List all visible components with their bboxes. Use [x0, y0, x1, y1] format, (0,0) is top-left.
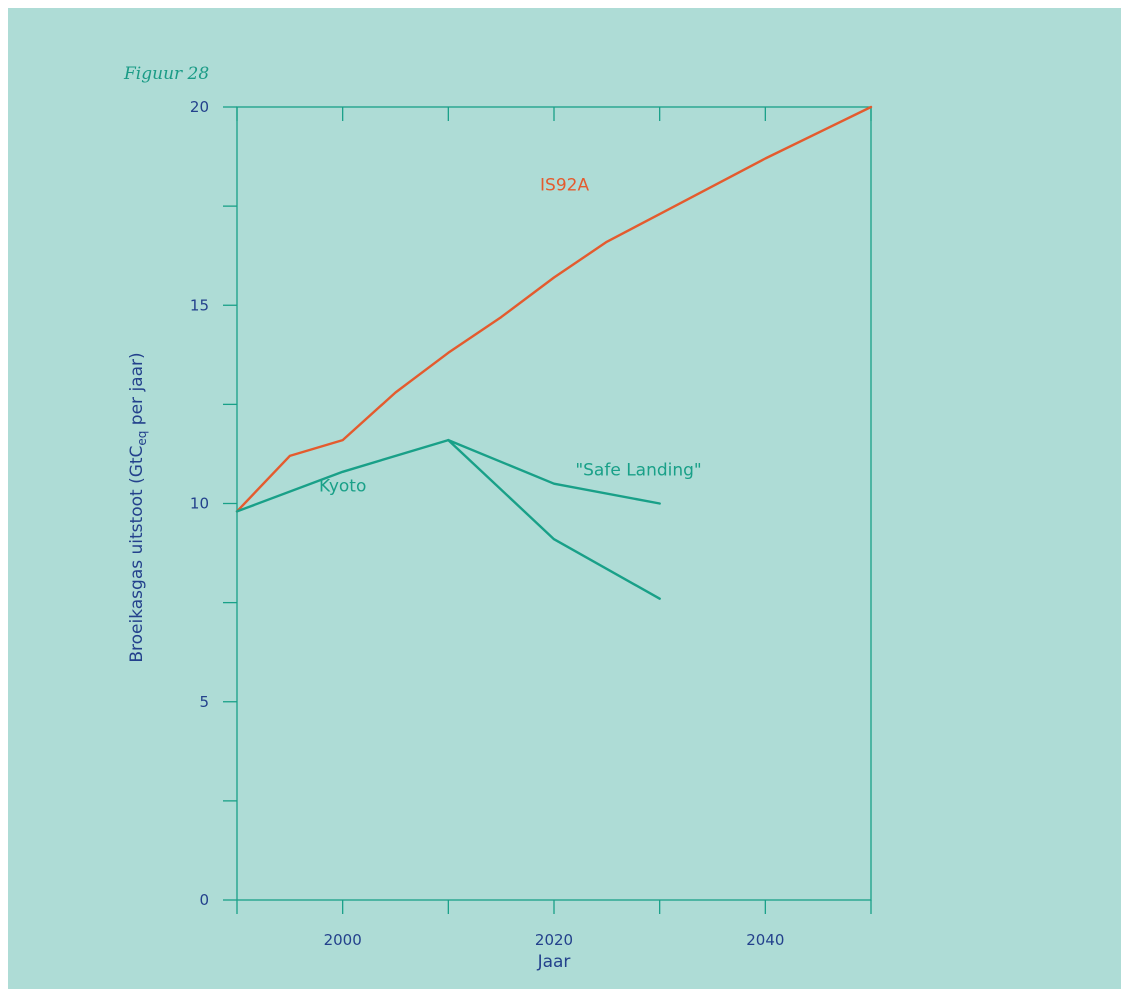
series-line-is92a [235, 105, 873, 513]
y-axis-title-tail: per jaar) [127, 352, 147, 430]
plot-frame [236, 106, 872, 901]
figure-panel: Figuur 28 2000 2020 2040 0 5 10 15 20 Jaar Broeik… [8, 8, 1121, 989]
x-tick-label: 2000 [324, 931, 362, 949]
x-axis-title: Jaar [537, 952, 571, 972]
y-axis-title-subscript: eq [135, 431, 149, 446]
x-tick-label: 2020 [535, 931, 573, 949]
series-label-is92a: IS92A [540, 175, 589, 195]
y-tick-label: 15 [190, 296, 209, 314]
figure-label: Figuur 28 [124, 64, 210, 84]
y-axis-title-main: Broeikasgas uitstoot (GtC [127, 446, 147, 663]
y-tick-label: 10 [190, 495, 209, 513]
y-tick-label: 0 [199, 891, 209, 909]
panel-background [8, 8, 1121, 989]
series-line-kyoto [235, 438, 450, 513]
x-tick-label: 2040 [746, 931, 784, 949]
series-label-kyoto: Kyoto [319, 477, 366, 497]
y-tick-label: 5 [199, 693, 209, 711]
emissions-chart: 2000 2020 2040 0 5 10 15 20 Jaar Broeikasgas uits… [127, 98, 873, 972]
y-tick-label: 20 [190, 98, 209, 116]
series-line-kyoto-low-3 [447, 438, 661, 600]
series-line-safe-landing [447, 438, 661, 505]
y-axis-title: Broeikasgas uitstoot (GtCeq per jaar) [127, 352, 149, 662]
series-label-safe-landing: "Safe Landing" [575, 461, 701, 481]
